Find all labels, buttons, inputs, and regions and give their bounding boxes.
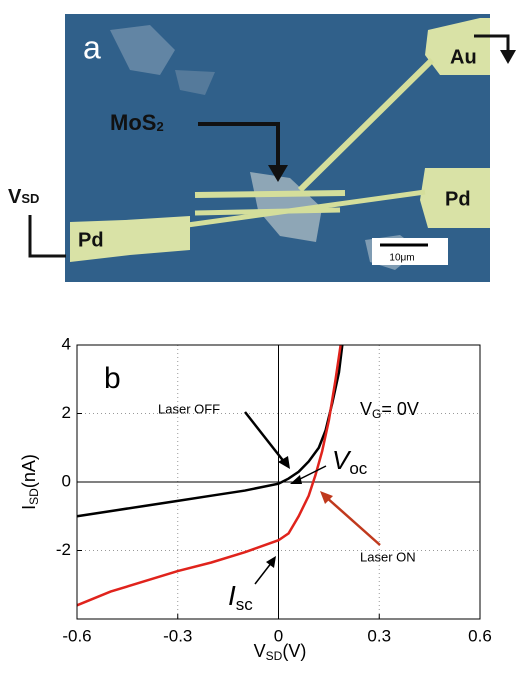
- subscript: oc: [349, 459, 367, 478]
- unit: (nA): [19, 454, 39, 488]
- x-tick-label: -0.3: [163, 626, 192, 645]
- plot-frame: [76, 344, 481, 620]
- subscript: SD: [266, 649, 283, 663]
- arrowhead: [268, 165, 288, 182]
- material-label: MoS2: [110, 110, 164, 135]
- gate-label: VG= 0V: [360, 399, 419, 421]
- text: I: [228, 580, 236, 611]
- text: V: [332, 445, 352, 475]
- scale-box: [372, 238, 448, 265]
- text: V: [8, 186, 22, 208]
- y-axis-label: ISD(nA): [19, 454, 41, 510]
- pad-label: Pd: [445, 188, 471, 210]
- y-tick-label: 4: [62, 334, 71, 353]
- iv-plot: -0.6 -0.3 0 0.3 0.6 -2 0 2 4: [56, 334, 492, 645]
- scale-label: 10μm: [389, 253, 414, 264]
- arrowhead: [290, 475, 302, 484]
- y-tick-label: -2: [56, 540, 71, 559]
- arrow: [244, 411, 286, 464]
- electrode: [194, 190, 346, 198]
- text: MoS: [110, 110, 156, 135]
- ground-symbol: [500, 50, 516, 64]
- text: = 0V: [381, 399, 419, 419]
- pd-pad: [420, 168, 490, 228]
- voc-label: Voc: [332, 445, 368, 479]
- panel-label: b: [104, 362, 121, 395]
- isc-label: Isc: [228, 580, 253, 614]
- bias-wire: [28, 215, 66, 258]
- y-tick-label: 0: [62, 471, 71, 490]
- subscript: 2: [156, 119, 163, 134]
- arrow: [198, 122, 280, 168]
- subscript: SD: [27, 488, 41, 505]
- panel-label: a: [83, 29, 101, 65]
- flake: [175, 70, 215, 95]
- unit: (V): [282, 641, 306, 661]
- subscript: SD: [21, 191, 39, 206]
- x-tick-label: -0.6: [62, 626, 91, 645]
- text: I: [19, 505, 39, 510]
- mos2-flake: [250, 172, 322, 242]
- ground-wire: [474, 34, 510, 52]
- arrowhead: [320, 491, 333, 504]
- annotation: Laser ON: [360, 549, 416, 564]
- arrowhead: [266, 556, 276, 568]
- x-tick-label: 0: [274, 626, 283, 645]
- text: V: [254, 641, 266, 661]
- bias-label: VSD: [8, 186, 39, 208]
- arrow: [325, 496, 381, 546]
- x-axis-label: VSD(V): [254, 641, 307, 663]
- y-tick-label: 2: [62, 403, 71, 422]
- au-lead: [297, 57, 435, 193]
- x-tick-label: 0.6: [468, 626, 492, 645]
- arrow: [295, 465, 327, 482]
- subscript: sc: [236, 595, 254, 614]
- micrograph: a Au Pd Pd 10μm: [65, 14, 490, 282]
- pad-label: Au: [450, 46, 477, 68]
- flake: [110, 25, 175, 75]
- arrowhead: [278, 456, 290, 469]
- pd-pad: [70, 216, 190, 262]
- iv-curve: [76, 344, 342, 607]
- pad-label: Pd: [78, 229, 104, 251]
- x-tick-label: 0.3: [367, 626, 391, 645]
- arrow: [254, 561, 273, 585]
- annotation: Laser OFF: [158, 401, 220, 416]
- au-pad: [425, 18, 490, 75]
- subscript: G: [372, 407, 381, 421]
- text: V: [360, 399, 372, 419]
